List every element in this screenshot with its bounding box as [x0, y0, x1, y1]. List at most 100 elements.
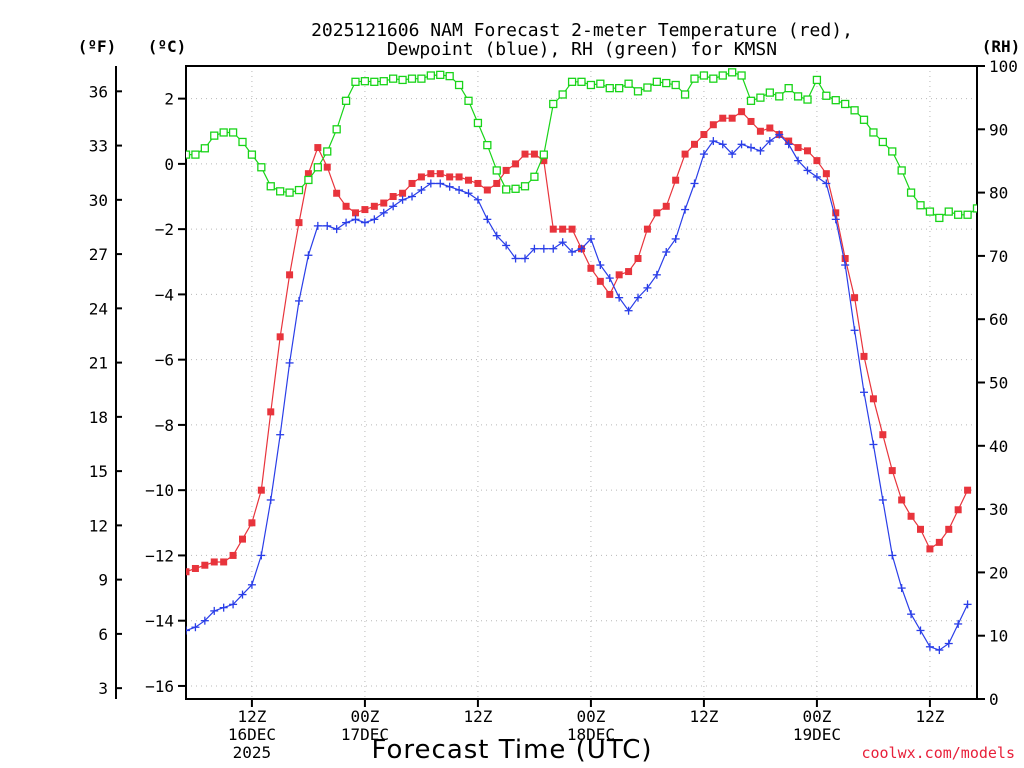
dewpoint-point [186, 626, 190, 635]
rh-point [1011, 246, 1018, 253]
rh-point [963, 210, 972, 219]
fahrenheit-tick-label: 21 [89, 354, 108, 373]
dewpoint-point [455, 185, 464, 194]
dewpoint-point [549, 244, 558, 253]
temperature-point [851, 294, 859, 302]
x-tick-label: 19DEC [793, 725, 841, 744]
rh-point [276, 187, 285, 196]
dewpoint-point [737, 140, 746, 149]
dewpoint-point [916, 626, 925, 635]
rh-point [1002, 237, 1009, 244]
rh-point [850, 106, 859, 115]
celsius-tick-label: 2 [164, 90, 174, 109]
temperature-point [625, 268, 633, 276]
temperature-point [465, 176, 472, 184]
rh-point [822, 91, 831, 100]
dewpoint-point [304, 251, 313, 260]
rh-tick-label: 60 [989, 310, 1008, 329]
dewpoint-point [822, 179, 831, 188]
dewpoint-point [295, 296, 303, 305]
dewpoint-point [351, 215, 360, 224]
celsius-tick-label: −16 [145, 677, 174, 696]
rh-point [210, 131, 219, 140]
rh-point [935, 213, 944, 223]
fahrenheit-tick-label: 12 [89, 516, 108, 535]
temperature-point [756, 127, 764, 135]
dewpoint-point [313, 221, 322, 230]
temperature-point [907, 512, 915, 520]
dewpoint-point [869, 440, 878, 449]
dewpoint-point [681, 205, 690, 214]
rh-point [888, 147, 897, 156]
temperature-point [483, 186, 491, 194]
rh-point [323, 147, 332, 156]
series-line-dewpoint [186, 133, 969, 651]
rh-tick-label: 20 [989, 563, 1008, 582]
celsius-tick-label: 0 [164, 155, 174, 174]
dewpoint-point [605, 274, 614, 283]
fahrenheit-tick-label: 27 [89, 245, 108, 264]
rh-point [398, 75, 407, 85]
rh-tick-label: 0 [989, 690, 999, 709]
rh-point [671, 80, 680, 90]
temperature-point [709, 121, 717, 129]
dewpoint-point [634, 293, 642, 302]
temperature-point [267, 408, 275, 416]
rh-point [624, 79, 633, 88]
x-tick-label: 17DEC [341, 725, 389, 744]
temperature-point [766, 124, 774, 132]
dewpoint-point [342, 218, 351, 227]
rh-point [473, 118, 483, 128]
x-tick-label: 00Z [350, 707, 379, 726]
dewpoint-point [841, 261, 850, 270]
rh-point [539, 150, 548, 159]
dewpoint-point [530, 244, 539, 253]
rh-tick-label: 90 [989, 120, 1008, 139]
rh-point [502, 185, 511, 194]
fahrenheit-tick-label: 24 [89, 299, 108, 318]
rh-point [690, 74, 699, 83]
dewpoint-point [765, 137, 774, 146]
rh-point [186, 150, 191, 159]
dewpoint-point [257, 551, 266, 560]
dewpoint-point [897, 584, 906, 593]
temperature-point [370, 202, 378, 210]
rh-point [869, 128, 878, 137]
dewpoint-point [473, 195, 482, 204]
dewpoint-point [200, 616, 209, 625]
dewpoint-point [568, 247, 577, 256]
temperature-point [596, 277, 604, 285]
dewpoint-point [747, 143, 755, 152]
rh-point [652, 77, 661, 86]
fahrenheit-tick-label: 30 [89, 191, 108, 210]
rh-point [972, 204, 977, 213]
rh-point [916, 201, 925, 210]
temperature-point [455, 173, 463, 181]
temperature-point [747, 117, 755, 125]
dewpoint-point [954, 619, 963, 628]
dewpoint-point [643, 283, 652, 292]
rh-point [266, 182, 275, 191]
dewpoint-point [577, 244, 586, 253]
rh-point [520, 182, 530, 191]
temperature-point [568, 225, 576, 233]
temperature-point [540, 157, 548, 165]
rh-point [859, 115, 869, 124]
temperature-point [559, 225, 567, 233]
x-tick-label: 16DEC [228, 725, 276, 744]
rh-point [530, 172, 539, 181]
temperature-point [512, 160, 520, 168]
dewpoint-point [925, 642, 934, 651]
rh-point [983, 221, 990, 228]
rh-point [803, 95, 812, 104]
dewpoint-point [492, 231, 501, 240]
dewpoint-point [219, 603, 228, 612]
x-tick-label: 00Z [802, 707, 831, 726]
dewpoint-point [266, 495, 275, 504]
dewpoint-point [944, 639, 953, 648]
dewpoint-point [586, 234, 595, 243]
rh-point [680, 90, 690, 99]
series-layer [186, 68, 1018, 655]
temperature-point [201, 561, 209, 569]
rh-point [558, 90, 567, 99]
